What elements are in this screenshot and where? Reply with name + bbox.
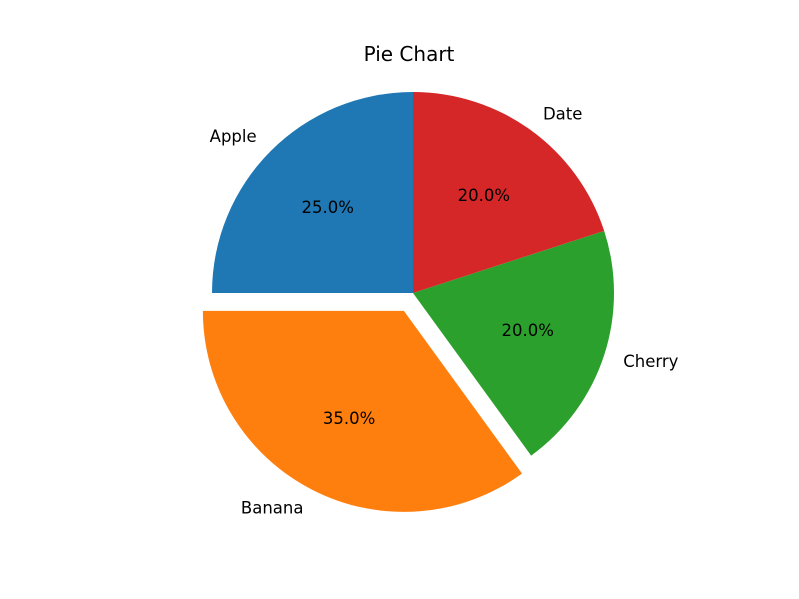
pie-slice-date: [413, 92, 605, 293]
percent-label-date: 20.0%: [458, 186, 510, 205]
slice-label-date: Date: [543, 105, 582, 124]
pie-slice-apple: [212, 92, 413, 293]
percent-label-cherry: 20.0%: [501, 321, 553, 340]
pie-labels: Apple 25.0% Banana 35.0% Cherry 20.0% Date 20.0…: [210, 105, 679, 518]
slice-label-banana: Banana: [241, 498, 304, 517]
pie-slice-banana: [202, 310, 523, 512]
slice-label-cherry: Cherry: [623, 352, 678, 371]
pie-slices: [202, 92, 614, 512]
chart-title: Pie Chart: [364, 42, 455, 66]
percent-label-apple: 25.0%: [302, 198, 354, 217]
slice-label-apple: Apple: [210, 127, 257, 146]
pie-slice-cherry: [413, 230, 614, 456]
percent-label-banana: 35.0%: [323, 409, 375, 428]
